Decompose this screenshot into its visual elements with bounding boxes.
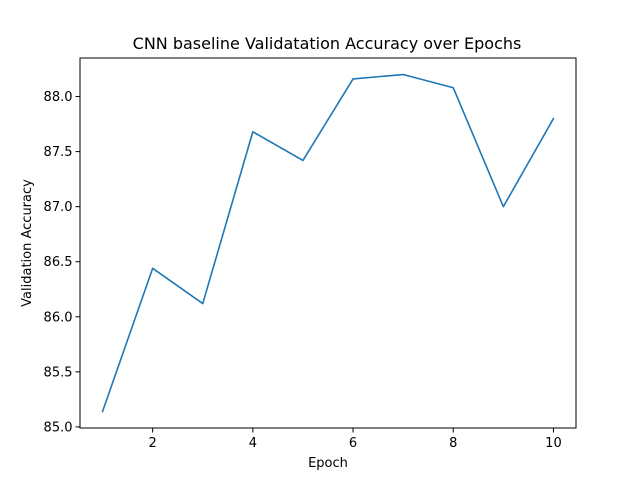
data-point [502,205,505,208]
data-point [201,302,204,305]
x-tick-label: 2 [149,436,157,451]
data-point [452,86,455,89]
y-axis-ticks: 85.0 85.5 86.0 86.5 87.0 87.5 88.0 [44,90,80,435]
x-tick-label: 8 [449,436,457,451]
data-point [101,410,104,413]
data-point [251,130,254,133]
data-point [552,117,555,120]
data-point [352,77,355,80]
y-tick-label: 87.0 [44,200,73,215]
series-layer [101,73,555,413]
plot-area-frame [79,57,577,429]
y-tick-label: 88.0 [44,90,73,105]
y-tick-label: 86.5 [44,255,73,270]
x-axis-label: Epoch [308,456,348,471]
x-tick-label: 6 [349,436,357,451]
data-point [301,159,304,162]
data-point [402,73,405,76]
data-point [151,267,154,270]
series-line [101,73,555,413]
x-axis-ticks: 2 4 6 8 10 [149,428,562,451]
x-tick-label: 10 [545,436,562,451]
y-axis-label: Validation Accuracy [20,179,35,307]
y-tick-label: 85.0 [44,420,73,435]
y-tick-label: 87.5 [44,145,73,160]
chart-title: CNN baseline Validatation Accuracy over … [133,34,522,53]
x-tick-label: 4 [249,436,257,451]
y-tick-label: 85.5 [44,365,73,380]
y-tick-label: 86.0 [44,310,73,325]
